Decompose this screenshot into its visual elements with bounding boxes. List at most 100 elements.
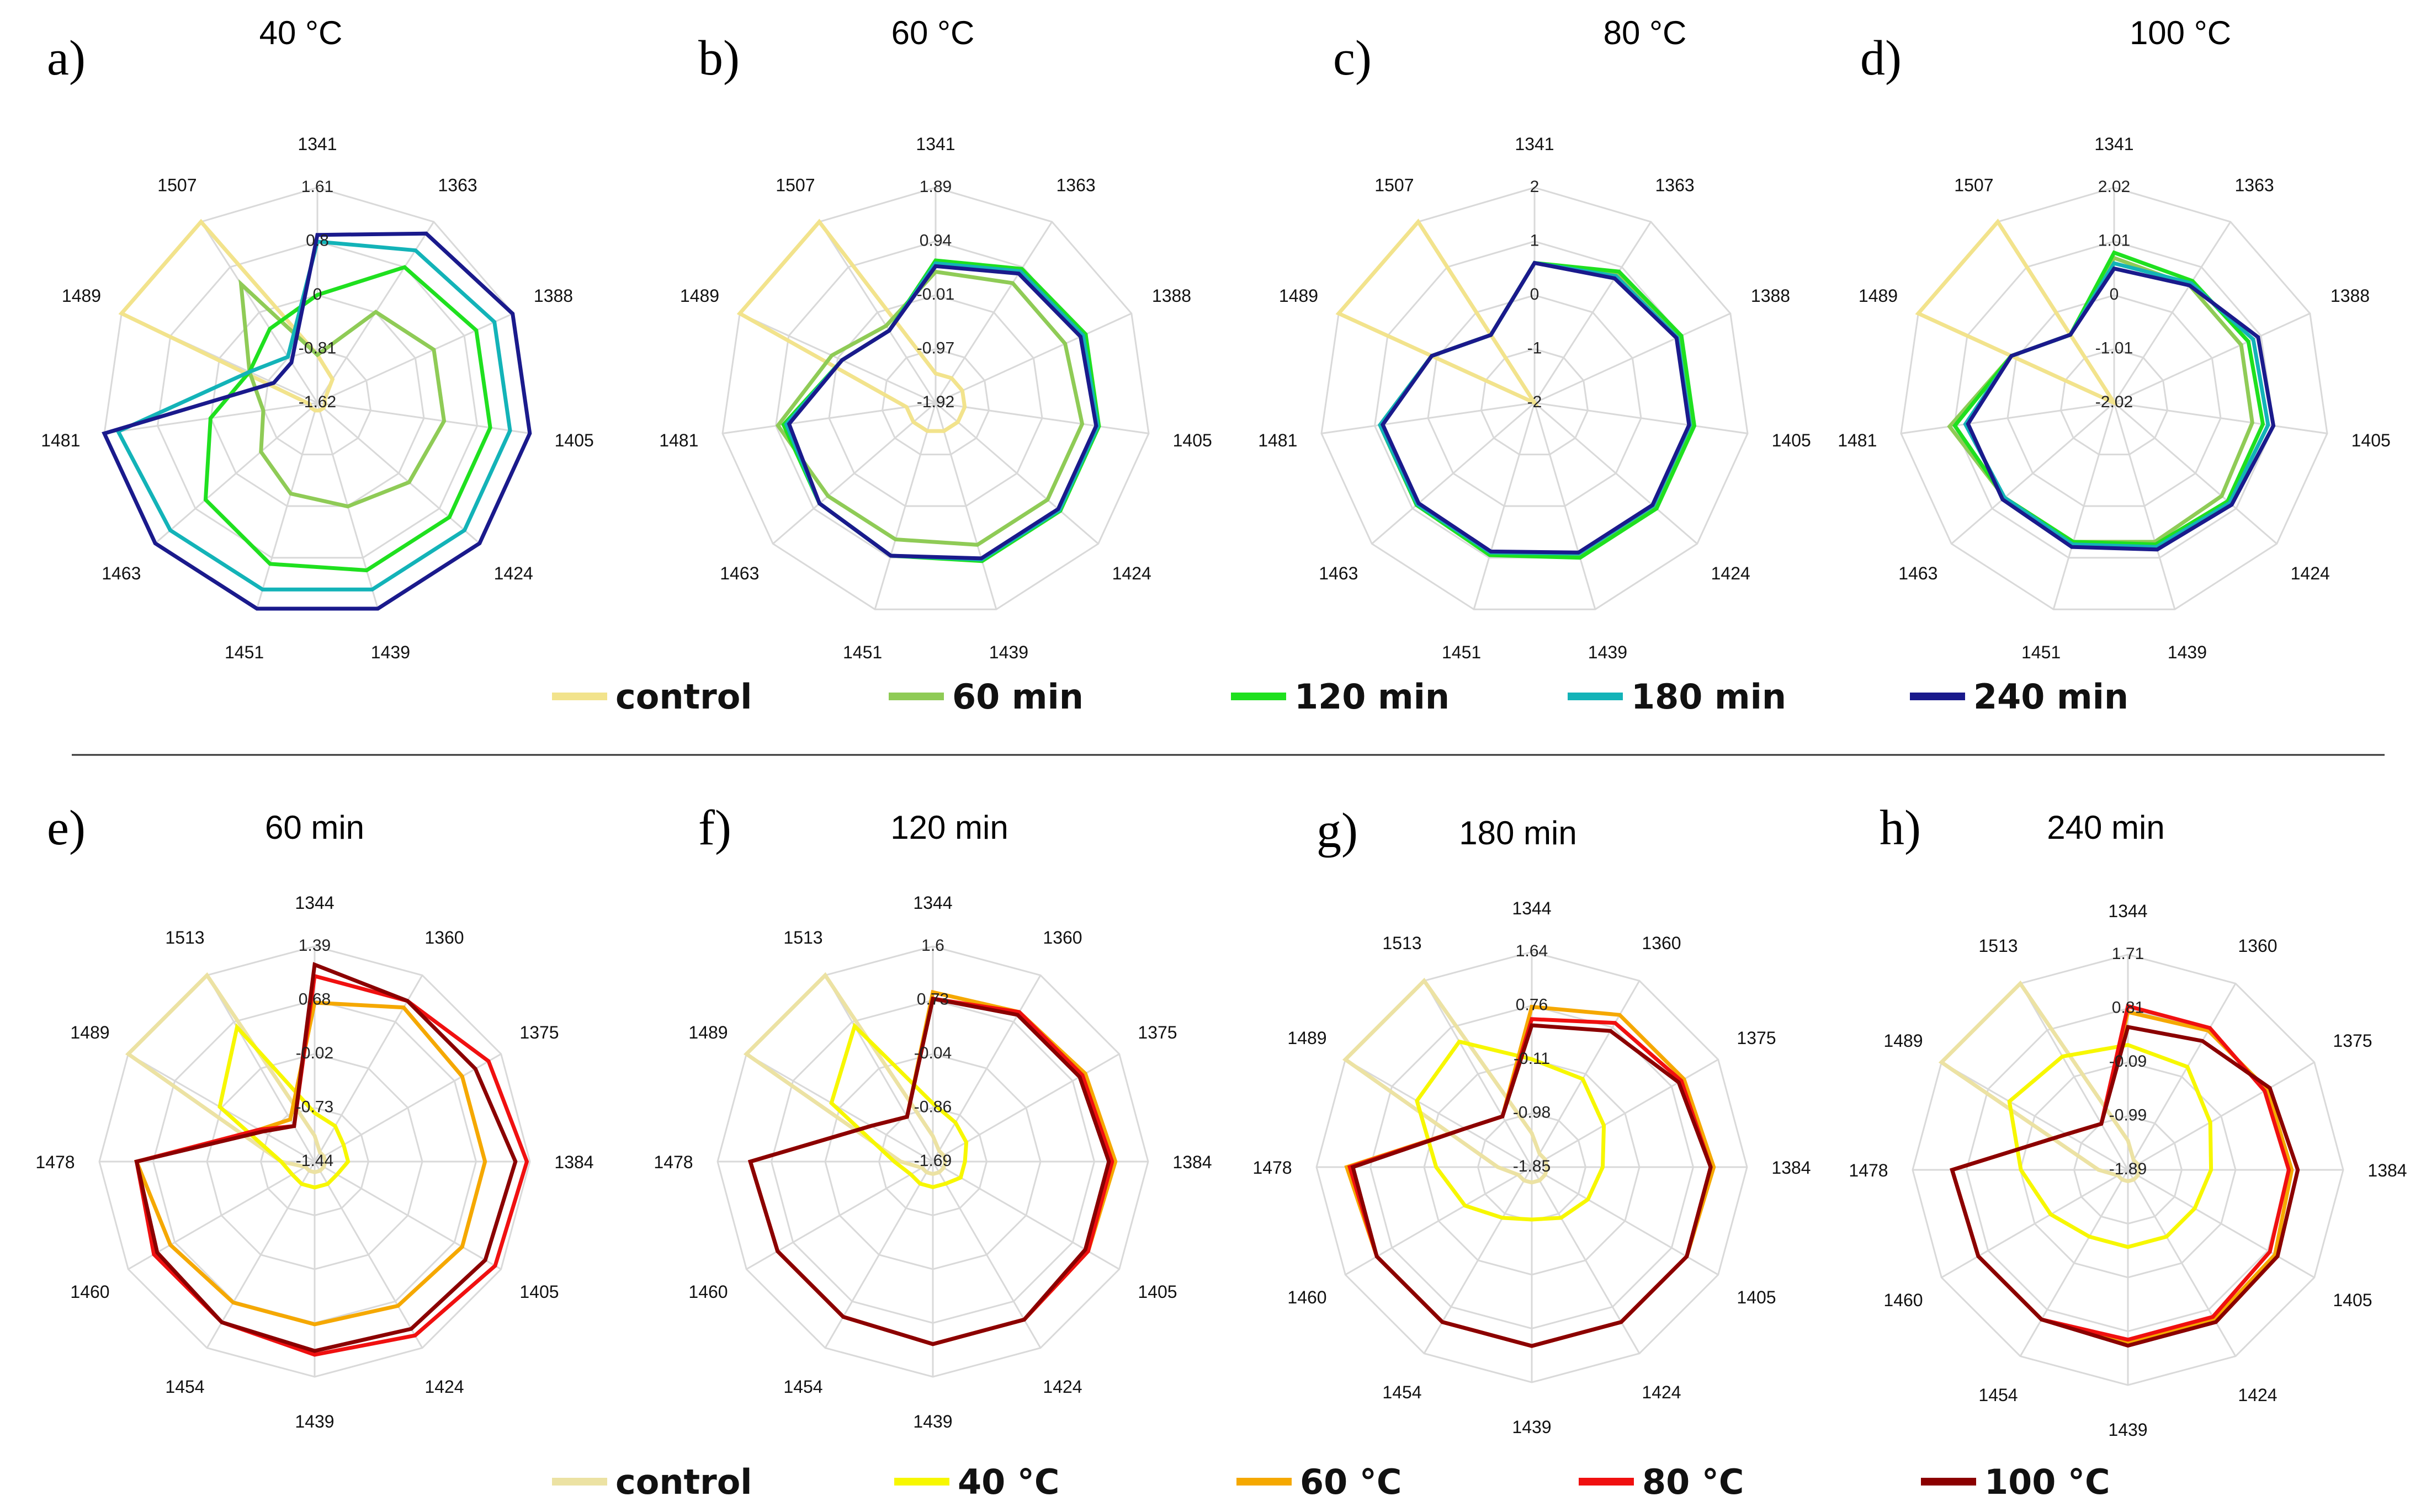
grid-spoke (935, 312, 1132, 404)
category-label: 1489 (680, 286, 719, 306)
category-label: 1424 (1642, 1382, 1681, 1402)
category-label: 1463 (720, 563, 759, 583)
category-label: 1384 (1771, 1158, 1811, 1178)
category-label: 1439 (2108, 1420, 2147, 1440)
tick-label: -1.69 (914, 1152, 952, 1170)
grid-spoke (932, 975, 1042, 1162)
category-label: 1341 (2094, 134, 2133, 154)
tick-label: -0.97 (917, 339, 954, 358)
category-label: 1463 (1898, 563, 1937, 583)
series-line-2 (829, 1023, 969, 1189)
legend-label: 60 min (952, 677, 1084, 717)
tick-label: -0.11 (1514, 1050, 1550, 1068)
category-label: 1388 (1751, 286, 1790, 306)
grid-ring (156, 240, 479, 559)
grid-spoke (2127, 1169, 2315, 1279)
grid-spoke (824, 1161, 934, 1349)
grid-spoke (772, 402, 936, 545)
grid-spoke (317, 402, 481, 545)
series-line-4 (115, 239, 512, 592)
category-label: 1460 (1883, 1290, 1923, 1310)
grid-spoke (2019, 1169, 2129, 1357)
grid-spoke (1531, 1166, 1719, 1276)
legends-layer: control 60 min 120 min 180 min 240 mincontro… (552, 677, 2128, 1502)
category-label: 1341 (916, 134, 955, 154)
tick-label: 1.01 (2098, 232, 2130, 250)
grid-spoke (1941, 1061, 2128, 1171)
category-label: 1489 (1287, 1028, 1326, 1048)
grid-spoke (1534, 402, 1698, 545)
category-label: 1489 (688, 1023, 728, 1042)
tick-label: 2 (1530, 178, 1540, 196)
category-label: 1405 (2333, 1290, 2372, 1310)
category-label: 1424 (494, 563, 533, 583)
tick-label: 0 (313, 285, 322, 304)
category-label: 1388 (1152, 286, 1191, 306)
grid-spoke (200, 221, 318, 403)
tick-label: 1.89 (920, 178, 952, 196)
grid-spoke (314, 1161, 423, 1349)
tick-label: -0.04 (914, 1044, 952, 1062)
tick-label: -0.99 (2109, 1106, 2147, 1125)
category-label: 1424 (1043, 1377, 1082, 1397)
panel-label: h) (1880, 801, 1921, 855)
radar-chart-4: 2.02 1.01 0 -1.01 -2.02 1341 1363 1388 1405 1424 1… (1838, 14, 2391, 662)
tick-label: -0.98 (1513, 1104, 1551, 1122)
category-label: 1405 (555, 430, 594, 450)
chart-title: 100 °C (2130, 14, 2231, 51)
category-label: 1513 (783, 928, 822, 947)
legend-label: control (615, 677, 752, 717)
category-label: 1481 (659, 430, 698, 450)
grid-spoke (2114, 402, 2328, 434)
category-label: 1360 (1642, 933, 1681, 953)
grid-spoke (746, 1053, 933, 1163)
category-label: 1439 (989, 642, 1028, 662)
category-label: 1344 (2108, 901, 2147, 921)
tick-label: -1 (1527, 339, 1542, 358)
category-label: 1489 (1859, 286, 1898, 306)
tick-label: 0.73 (917, 991, 949, 1009)
tick-label: -1.01 (2095, 339, 2133, 358)
chart-title: 60 °C (891, 14, 975, 51)
legend-label: 100 °C (1984, 1462, 2110, 1502)
series-line-1 (736, 219, 967, 433)
category-label: 1384 (554, 1152, 593, 1172)
grid-spoke (1941, 1169, 2128, 1279)
category-label: 1463 (1319, 563, 1358, 583)
legend-label: 40 °C (958, 1462, 1059, 1502)
category-label: 1451 (2021, 642, 2061, 662)
category-label: 1460 (1287, 1287, 1326, 1307)
category-label: 1405 (1173, 430, 1212, 450)
grid-spoke (1321, 402, 1535, 434)
legend-label: control (615, 1462, 752, 1502)
grid-spoke (1901, 402, 2115, 434)
grid-spoke (746, 1160, 933, 1270)
grid-spoke (1533, 402, 1596, 610)
series-line-1 (125, 972, 327, 1174)
series-line-5 (1966, 266, 2276, 552)
category-label: 1489 (70, 1023, 109, 1042)
panel-label: e) (47, 801, 86, 855)
tick-label: 0.94 (920, 232, 952, 250)
category-label: 1424 (2291, 563, 2330, 583)
grid-spoke (317, 312, 514, 404)
radar-chart-7: 1.64 0.76 -0.11 -0.98 -1.85 1344 1360 1375 1384 1… (1252, 803, 1811, 1437)
grid-spoke (1371, 402, 1535, 545)
chart-title: 80 °C (1604, 14, 1687, 51)
category-label: 1405 (1772, 430, 1811, 450)
radar-chart-1: 1.61 0.8 0 -0.81 -1.62 1341 1363 1388 1405 1424 14… (41, 14, 594, 662)
legend-label: 60 °C (1300, 1462, 1402, 1502)
category-label: 1507 (1954, 175, 1993, 195)
series-line-1 (1335, 219, 1540, 408)
series-line-2 (1415, 1039, 1606, 1222)
category-label: 1489 (62, 286, 101, 306)
grid-spoke (1531, 980, 1641, 1168)
series-line-5 (787, 264, 1098, 561)
grid-spoke (206, 975, 316, 1162)
grid-spoke (932, 1161, 1042, 1349)
tick-label: -0.02 (296, 1044, 333, 1062)
tick-label: 0 (1530, 285, 1540, 304)
grid-spoke (314, 1160, 502, 1270)
category-label: 1363 (438, 175, 477, 195)
category-label: 1405 (2351, 430, 2391, 450)
